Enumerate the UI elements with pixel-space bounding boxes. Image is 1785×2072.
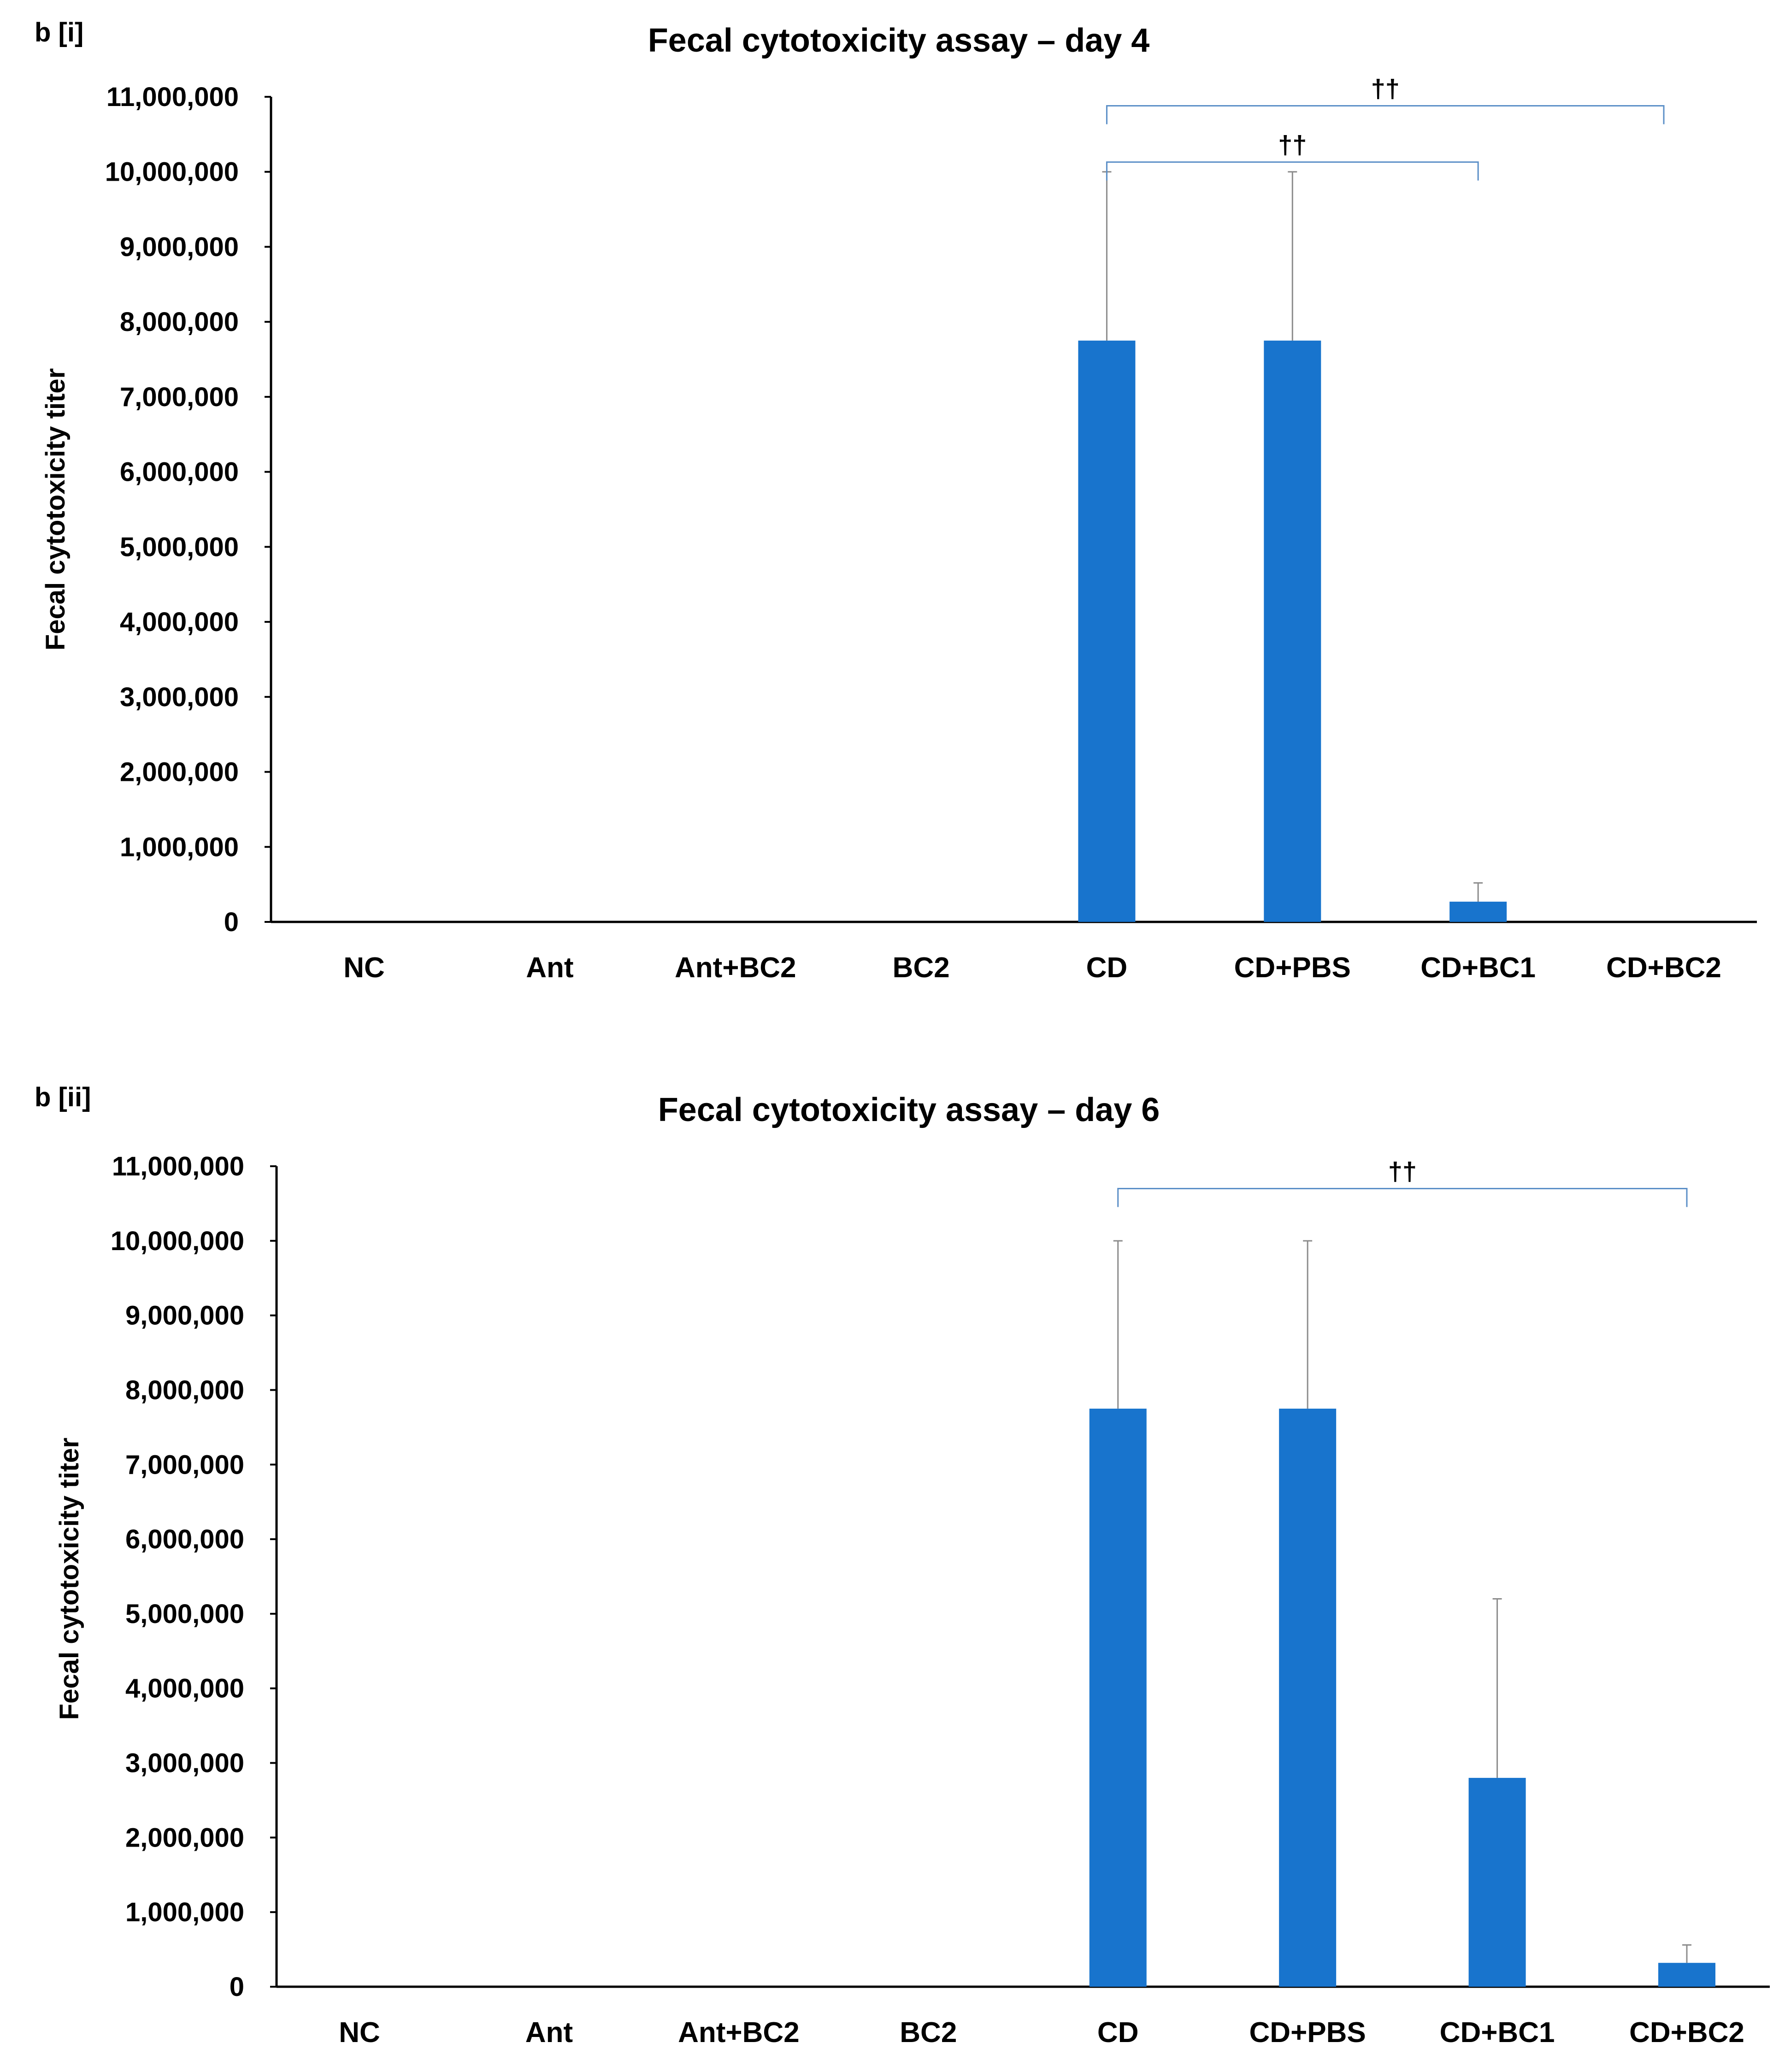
- x-category-label: Ant+BC2: [675, 952, 796, 984]
- bar-cd: [1078, 340, 1136, 922]
- y-tick-label: 11,000,000: [112, 1151, 244, 1181]
- chart-panel-1: b [i] Fecal cytotoxicity assay – day 4 Fec…: [35, 18, 1757, 984]
- y-tick-label: 9,000,000: [120, 232, 239, 262]
- panel-label: b [ii]: [35, 1082, 91, 1112]
- y-tick-label: 7,000,000: [120, 382, 239, 412]
- x-category-label: CD: [1097, 2017, 1139, 2048]
- significance-marker: ††: [1371, 74, 1400, 103]
- y-tick-label: 2,000,000: [125, 1823, 244, 1853]
- y-tick-label: 8,000,000: [125, 1375, 244, 1405]
- panel-label: b [i]: [35, 18, 83, 47]
- y-tick-label: 3,000,000: [120, 682, 239, 712]
- y-tick-label: 6,000,000: [120, 457, 239, 487]
- bar-cd-plus-pbs: [1264, 340, 1321, 922]
- x-category-label: CD+BC2: [1629, 2017, 1744, 2048]
- y-tick-label: 4,000,000: [125, 1674, 244, 1704]
- y-tick-label: 5,000,000: [120, 532, 239, 562]
- x-category-label: CD: [1086, 952, 1128, 984]
- y-tick-label: 4,000,000: [120, 607, 239, 637]
- y-tick-label: 2,000,000: [120, 757, 239, 787]
- chart-title: Fecal cytotoxicity assay – day 6: [658, 1092, 1160, 1128]
- x-category-label: Ant+BC2: [678, 2017, 800, 2048]
- chart-panel-2: b [ii] Fecal cytotoxicity assay – day 6 Fe…: [35, 1082, 1770, 2048]
- x-category-label: Ant: [525, 2017, 573, 2048]
- bar-cd-plus-pbs: [1279, 1408, 1337, 1987]
- y-tick-label: 1,000,000: [125, 1897, 244, 1927]
- y-tick-label: 3,000,000: [125, 1748, 244, 1778]
- y-axis-title: Fecal cytotoxicity titer: [54, 1438, 84, 1720]
- significance-marker: ††: [1388, 1157, 1417, 1186]
- x-category-label: CD+BC2: [1606, 952, 1721, 984]
- significance-marker: ††: [1278, 130, 1307, 159]
- y-tick-label: 7,000,000: [125, 1450, 244, 1480]
- y-tick-label: 5,000,000: [125, 1599, 244, 1629]
- y-tick-label: 0: [224, 907, 239, 937]
- y-tick-label: 10,000,000: [111, 1226, 244, 1256]
- bar-cd-plus-bc1: [1449, 902, 1507, 922]
- bar-cd-plus-bc2: [1658, 1963, 1715, 1987]
- y-axis-title: Fecal cytotoxicity titer: [41, 368, 71, 650]
- x-category-label: NC: [339, 2017, 380, 2048]
- y-tick-label: 6,000,000: [125, 1524, 244, 1554]
- significance-bracket: [1117, 1188, 1688, 1207]
- x-category-label: NC: [343, 952, 385, 984]
- x-category-label: BC2: [900, 2017, 957, 2048]
- x-category-label: CD+PBS: [1249, 2017, 1366, 2048]
- x-category-label: CD+BC1: [1440, 2017, 1555, 2048]
- x-category-label: Ant: [526, 952, 573, 984]
- y-tick-label: 11,000,000: [106, 82, 239, 112]
- significance-bracket: [1106, 105, 1665, 124]
- chart-title: Fecal cytotoxicity assay – day 4: [648, 22, 1150, 59]
- significance-bracket: [1106, 161, 1479, 181]
- y-tick-label: 9,000,000: [125, 1301, 244, 1331]
- bar-cd-plus-bc1: [1468, 1777, 1526, 1987]
- x-category-label: CD+PBS: [1234, 952, 1351, 984]
- y-tick-label: 8,000,000: [120, 307, 239, 337]
- bar-cd: [1089, 1408, 1147, 1987]
- x-category-label: CD+BC1: [1420, 952, 1536, 984]
- y-tick-label: 1,000,000: [120, 832, 239, 862]
- y-tick-label: 0: [230, 1972, 244, 2002]
- x-category-label: BC2: [893, 952, 950, 984]
- y-tick-label: 10,000,000: [105, 157, 239, 187]
